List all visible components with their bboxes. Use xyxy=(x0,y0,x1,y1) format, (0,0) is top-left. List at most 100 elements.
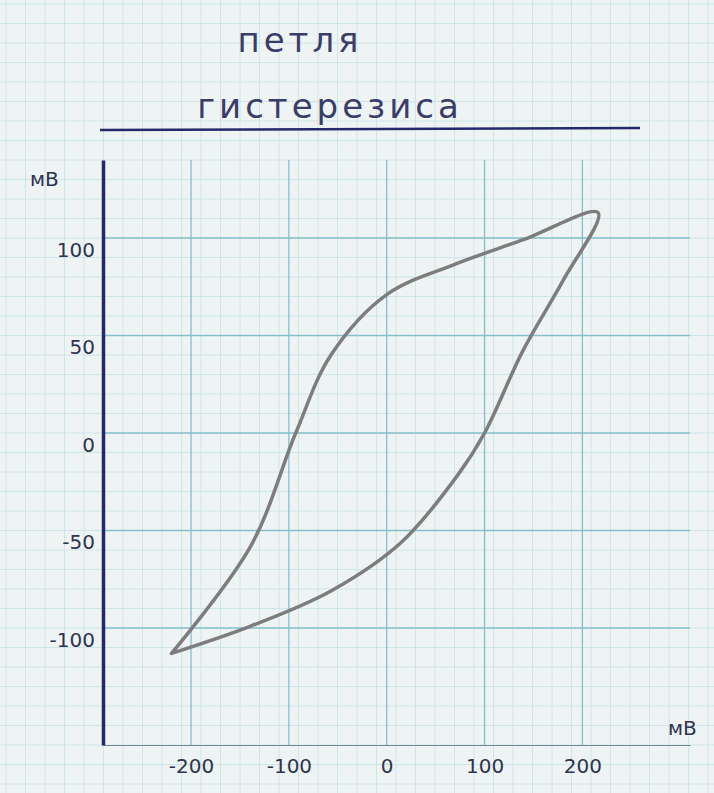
paper-line xyxy=(688,0,689,793)
paper-line xyxy=(6,0,7,793)
paper-line xyxy=(142,0,143,793)
paper-line xyxy=(669,0,670,793)
paper-line xyxy=(0,686,714,687)
paper-line xyxy=(0,140,714,141)
paper-line xyxy=(162,0,163,793)
paper-line xyxy=(474,0,475,793)
paper-line xyxy=(0,394,714,395)
paper-line xyxy=(0,335,714,336)
x-tick-label: -200 xyxy=(169,754,214,778)
paper-line xyxy=(0,608,714,609)
y-tick-label: -100 xyxy=(50,628,95,652)
paper-line xyxy=(513,0,514,793)
paper-line xyxy=(84,0,85,793)
paper-line xyxy=(591,0,592,793)
title-underline xyxy=(100,128,640,130)
paper-line xyxy=(0,199,714,200)
paper-line xyxy=(0,4,714,5)
x-axis-label: мВ xyxy=(668,716,697,740)
grid-line xyxy=(386,160,387,745)
paper-line xyxy=(0,257,714,258)
paper-line xyxy=(0,472,714,473)
paper-line xyxy=(123,0,124,793)
paper-line xyxy=(0,647,714,648)
x-tick: 0 xyxy=(381,745,394,778)
x-tick: -200 xyxy=(169,745,214,778)
paper-line xyxy=(0,706,714,707)
y-tick: 0 xyxy=(82,433,103,457)
y-tick-label: 100 xyxy=(57,238,95,262)
paper-line xyxy=(0,413,714,414)
paper-line xyxy=(0,374,714,375)
y-axis: -100 -50 0 50 100 xyxy=(50,161,104,746)
grid-line xyxy=(103,237,690,238)
paper-line xyxy=(0,296,714,297)
y-tick: -50 xyxy=(62,530,103,554)
x-axis-line xyxy=(104,745,691,746)
y-tick: -100 xyxy=(50,628,103,652)
paper-line xyxy=(0,667,714,668)
plot-area xyxy=(171,211,598,653)
paper-line xyxy=(0,511,714,512)
paper-line xyxy=(532,0,533,793)
x-tick-label: 100 xyxy=(466,754,504,778)
paper-line xyxy=(610,0,611,793)
y-tick-label: -50 xyxy=(62,530,95,554)
paper-line xyxy=(0,277,714,278)
grid-line xyxy=(103,335,690,336)
graph-paper xyxy=(0,0,714,793)
paper-line xyxy=(0,433,714,434)
y-tick-label: 50 xyxy=(70,335,95,359)
paper-line xyxy=(0,745,714,746)
paper-line xyxy=(0,491,714,492)
paper-line xyxy=(0,764,714,765)
paper xyxy=(0,0,714,793)
paper-line xyxy=(45,0,46,793)
paper-line xyxy=(0,179,714,180)
paper-line xyxy=(0,316,714,317)
paper-line xyxy=(0,530,714,531)
paper-line xyxy=(0,589,714,590)
paper-line xyxy=(0,355,714,356)
y-tick: 50 xyxy=(70,335,103,359)
title: петлягистерезиса xyxy=(197,20,463,126)
paper-line xyxy=(181,0,182,793)
x-tick-label: -100 xyxy=(267,754,312,778)
x-tick: 100 xyxy=(466,745,504,778)
paper-line xyxy=(630,0,631,793)
y-axis-label: мВ xyxy=(30,167,59,191)
paper-line xyxy=(0,82,714,83)
paper-line xyxy=(0,160,714,161)
paper-line xyxy=(103,0,104,793)
grid-line xyxy=(103,530,690,531)
hysteresis-loop xyxy=(171,211,598,653)
y-tick: 100 xyxy=(57,238,103,262)
paper-line xyxy=(0,452,714,453)
grid-line xyxy=(484,160,485,745)
y-tick-label: 0 xyxy=(82,433,95,457)
y-axis-line xyxy=(102,161,106,746)
x-axis: -200 -100 0 100 200 xyxy=(104,745,691,778)
grid-line xyxy=(190,160,191,745)
x-tick: 200 xyxy=(564,745,602,778)
paper-line xyxy=(0,628,714,629)
paper-line xyxy=(493,0,494,793)
paper-line xyxy=(649,0,650,793)
grid-line xyxy=(103,432,690,433)
paper-line xyxy=(64,0,65,793)
paper-line xyxy=(0,550,714,551)
paper-line xyxy=(0,569,714,570)
x-tick: -100 xyxy=(267,745,312,778)
grid xyxy=(103,160,690,745)
paper-line xyxy=(552,0,553,793)
paper-line xyxy=(0,62,714,63)
chart: -200 -100 0 100 200 -100 -50 0 50 100 петлягистере… xyxy=(0,0,714,793)
paper-line xyxy=(0,725,714,726)
paper-line xyxy=(0,218,714,219)
x-tick-label: 200 xyxy=(564,754,602,778)
paper-line xyxy=(0,784,714,785)
x-tick-label: 0 xyxy=(381,754,394,778)
paper-line xyxy=(708,0,709,793)
paper-line xyxy=(571,0,572,793)
paper-line xyxy=(25,0,26,793)
